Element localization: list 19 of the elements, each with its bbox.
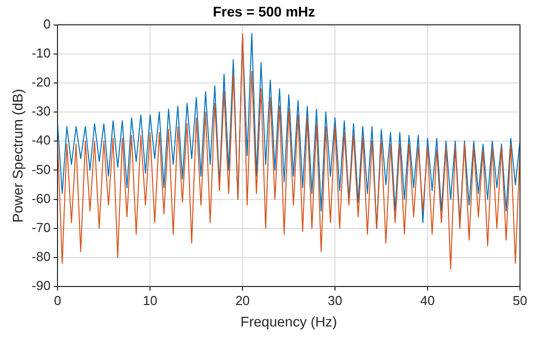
x-tick-label: 30 bbox=[328, 292, 342, 308]
x-axis-title: Frequency (Hz) bbox=[240, 313, 338, 330]
x-tick-label: 40 bbox=[420, 292, 435, 308]
y-tick-label: -60 bbox=[32, 190, 51, 206]
y-tick-label: -70 bbox=[32, 220, 51, 235]
y-tick-label: -40 bbox=[32, 132, 51, 148]
y-tick-label: -10 bbox=[32, 45, 51, 60]
y-tick-label: -30 bbox=[32, 104, 51, 119]
x-tick-label: 50 bbox=[512, 292, 528, 308]
chart-title: Fres = 500 mHz bbox=[212, 3, 316, 20]
y-tick-label: -80 bbox=[32, 249, 51, 264]
y-tick-label: -50 bbox=[32, 162, 51, 177]
x-tick-label: 10 bbox=[142, 292, 158, 308]
y-axis-title: Power Spectrum (dB) bbox=[9, 88, 26, 223]
y-tick-label: 0 bbox=[43, 16, 51, 32]
y-tick-label: -20 bbox=[32, 74, 51, 90]
x-tick-label: 0 bbox=[54, 292, 62, 308]
x-tick-label: 20 bbox=[235, 292, 250, 308]
y-tick-label: -90 bbox=[32, 278, 51, 294]
